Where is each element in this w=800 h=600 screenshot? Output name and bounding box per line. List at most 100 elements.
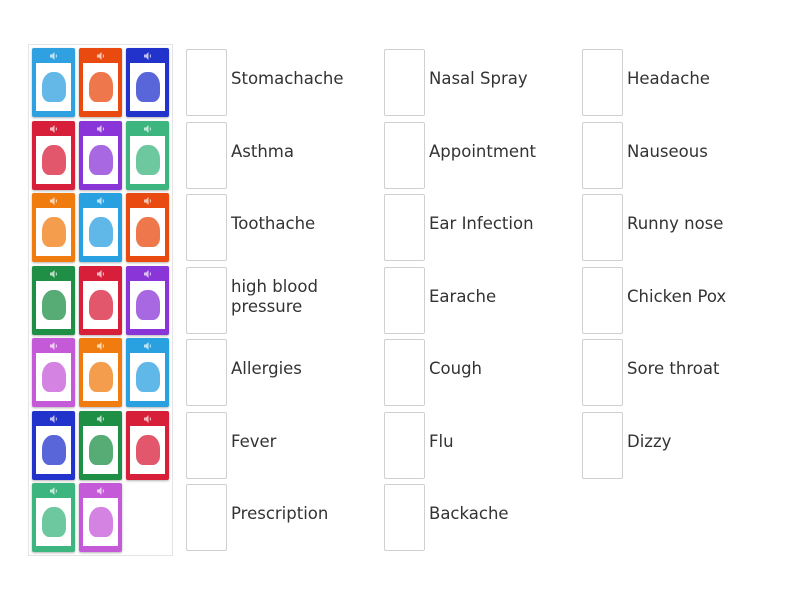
- picture-card[interactable]: [32, 483, 75, 552]
- speaker-icon[interactable]: [79, 195, 122, 207]
- term-label: Stomachache: [231, 69, 344, 88]
- chicken-pox-girl-picture: [36, 498, 71, 546]
- sick-person-picture: [130, 63, 165, 111]
- speaker-icon[interactable]: [126, 195, 169, 207]
- term-label: Nasal Spray: [429, 69, 528, 88]
- symptoms-chart-picture: [83, 136, 118, 184]
- picture-card[interactable]: [79, 48, 122, 117]
- stomachache-picture: [36, 63, 71, 111]
- drop-box[interactable]: [384, 122, 425, 189]
- speaker-icon[interactable]: [79, 123, 122, 135]
- drop-box[interactable]: [186, 339, 227, 406]
- speaker-icon[interactable]: [32, 268, 75, 280]
- dizzy-woman-picture: [130, 281, 165, 329]
- picture-card[interactable]: [79, 411, 122, 480]
- picture-card[interactable]: [126, 121, 169, 190]
- speaker-icon[interactable]: [79, 413, 122, 425]
- picture-card[interactable]: [32, 121, 75, 190]
- speaker-icon[interactable]: [126, 413, 169, 425]
- speaker-icon[interactable]: [32, 340, 75, 352]
- term-label: Dizzy: [627, 432, 672, 451]
- drop-box[interactable]: [582, 339, 623, 406]
- drop-box[interactable]: [582, 49, 623, 116]
- boy-pointing-picture: [83, 208, 118, 256]
- drop-box[interactable]: [582, 412, 623, 479]
- picture-card[interactable]: [32, 338, 75, 407]
- speaker-icon[interactable]: [126, 268, 169, 280]
- drop-box[interactable]: [384, 484, 425, 551]
- picture-card[interactable]: [79, 266, 122, 335]
- speaker-icon[interactable]: [79, 340, 122, 352]
- picture-card[interactable]: [79, 193, 122, 262]
- sore-throat-picture: [36, 208, 71, 256]
- term-label: Allergies: [231, 359, 302, 378]
- picture-card[interactable]: [126, 411, 169, 480]
- term-label: Toothache: [231, 214, 316, 233]
- old-man-blood-pressure-picture: [83, 426, 118, 474]
- drop-box[interactable]: [186, 49, 227, 116]
- picture-card[interactable]: [126, 266, 169, 335]
- picture-card[interactable]: [79, 338, 122, 407]
- speaker-icon[interactable]: [79, 50, 122, 62]
- term-label: Flu: [429, 432, 454, 451]
- backache-silhouette-picture: [130, 136, 165, 184]
- boy-with-scarf-picture: [83, 353, 118, 401]
- picture-card[interactable]: [126, 48, 169, 117]
- drop-box[interactable]: [186, 122, 227, 189]
- drop-box[interactable]: [186, 267, 227, 334]
- allergies-boy-picture: [83, 498, 118, 546]
- drop-box[interactable]: [384, 194, 425, 261]
- drop-box[interactable]: [384, 412, 425, 479]
- term-label: Nauseous: [627, 142, 708, 161]
- speaker-icon[interactable]: [32, 485, 75, 497]
- stomach-pain-girl-picture: [36, 136, 71, 184]
- old-man-toothache-picture: [130, 353, 165, 401]
- runny-nose-picture: [83, 281, 118, 329]
- speaker-icon[interactable]: [79, 268, 122, 280]
- term-label: Sore throat: [627, 359, 720, 378]
- term-label: Backache: [429, 504, 509, 523]
- picture-card[interactable]: [32, 193, 75, 262]
- speaker-icon[interactable]: [126, 123, 169, 135]
- term-label: Fever: [231, 432, 277, 451]
- doctor-appointment-picture: [130, 426, 165, 474]
- card-tray: [28, 44, 173, 556]
- drop-box[interactable]: [186, 194, 227, 261]
- picture-card[interactable]: [79, 121, 122, 190]
- prescription-picture: [130, 208, 165, 256]
- term-label: high blood pressure: [231, 277, 318, 316]
- cough-boy-picture: [36, 353, 71, 401]
- speaker-icon[interactable]: [79, 485, 122, 497]
- drop-box[interactable]: [384, 339, 425, 406]
- term-label: Chicken Pox: [627, 287, 727, 306]
- speaker-icon[interactable]: [126, 340, 169, 352]
- term-label: Runny nose: [627, 214, 724, 233]
- speaker-icon[interactable]: [126, 50, 169, 62]
- term-label: Asthma: [231, 142, 294, 161]
- picture-card[interactable]: [32, 411, 75, 480]
- drop-box[interactable]: [384, 267, 425, 334]
- term-label: Ear Infection: [429, 214, 534, 233]
- drop-box[interactable]: [582, 194, 623, 261]
- drop-box[interactable]: [384, 49, 425, 116]
- drop-box[interactable]: [582, 267, 623, 334]
- drop-box[interactable]: [186, 412, 227, 479]
- picture-card[interactable]: [32, 48, 75, 117]
- sick-man-picture: [83, 63, 118, 111]
- term-label: Prescription: [231, 504, 329, 523]
- drop-box[interactable]: [186, 484, 227, 551]
- picture-card[interactable]: [79, 483, 122, 552]
- speaker-icon[interactable]: [32, 413, 75, 425]
- earache-girl-picture: [36, 426, 71, 474]
- term-label: Earache: [429, 287, 497, 306]
- picture-card[interactable]: [126, 338, 169, 407]
- term-label: Headache: [627, 69, 710, 88]
- picture-card[interactable]: [126, 193, 169, 262]
- speaker-icon[interactable]: [32, 195, 75, 207]
- speaker-icon[interactable]: [32, 50, 75, 62]
- speaker-icon[interactable]: [32, 123, 75, 135]
- term-label: Cough: [429, 359, 483, 378]
- picture-card[interactable]: [32, 266, 75, 335]
- boy-with-cap-picture: [36, 281, 71, 329]
- drop-box[interactable]: [582, 122, 623, 189]
